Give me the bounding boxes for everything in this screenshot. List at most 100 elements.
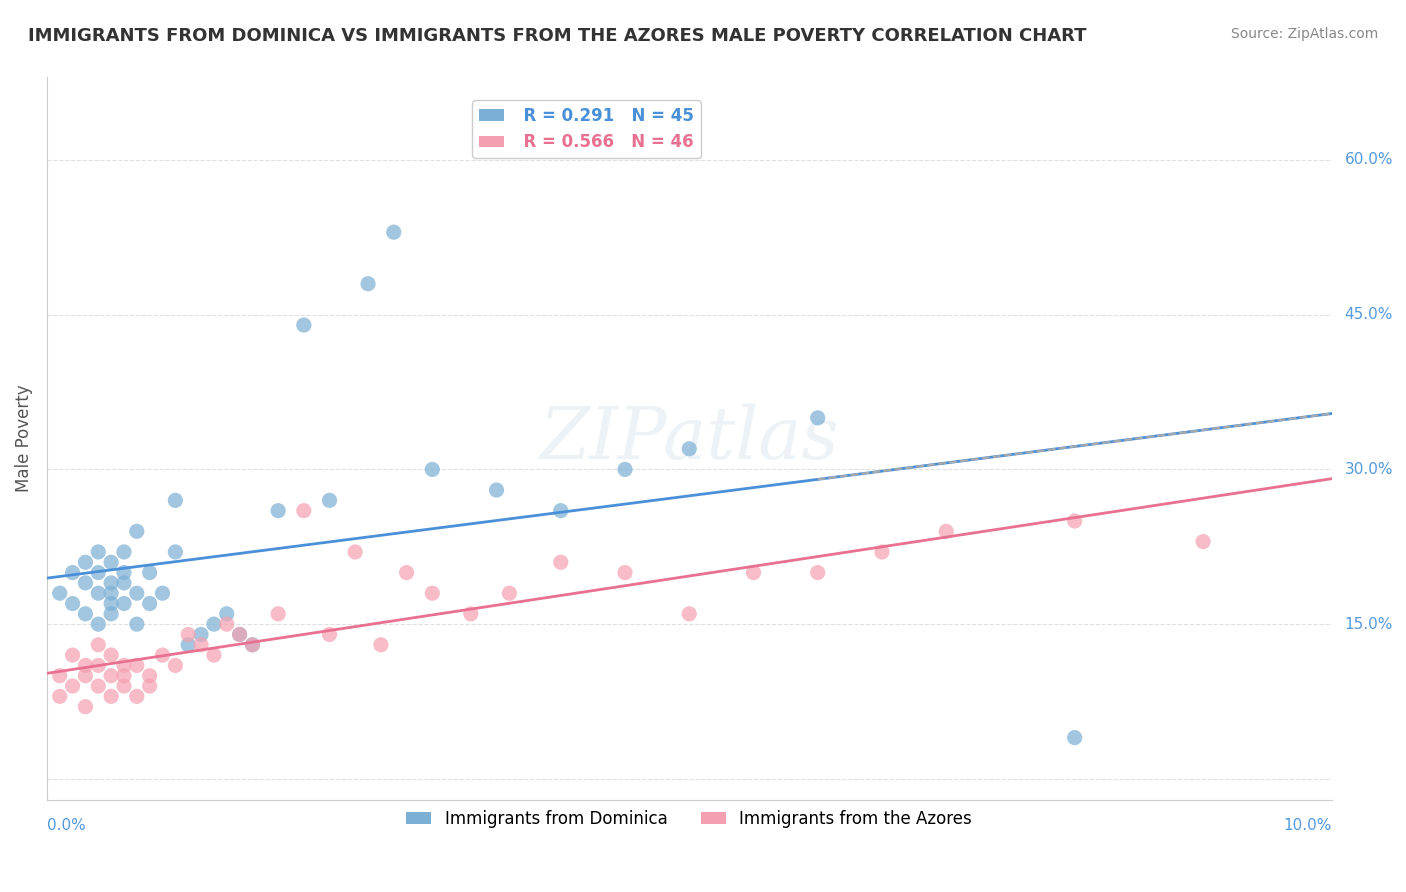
Point (125, 617, 148, 632)
Point (112, 566, 135, 580)
Text: 30.0%: 30.0% (1344, 462, 1393, 477)
Text: Source: ZipAtlas.com: Source: ZipAtlas.com (1230, 27, 1378, 41)
Point (1192, 534, 1215, 549)
Point (485, 483, 508, 497)
Point (1063, 731, 1085, 745)
Point (550, 555, 572, 569)
Point (87, 679, 110, 693)
Point (165, 493, 187, 508)
Point (100, 597, 122, 611)
Point (614, 462, 637, 476)
Point (125, 586, 148, 600)
Point (100, 648, 122, 662)
Point (48, 669, 70, 683)
Point (48, 690, 70, 704)
Point (177, 627, 200, 641)
Point (420, 462, 443, 476)
Point (125, 690, 148, 704)
Point (318, 627, 340, 641)
Point (870, 545, 893, 559)
Text: 0.0%: 0.0% (46, 818, 86, 833)
Point (138, 597, 160, 611)
Point (228, 627, 250, 641)
Text: 45.0%: 45.0% (1344, 307, 1393, 322)
Point (62, 566, 84, 580)
Point (87, 658, 110, 673)
Point (75, 607, 97, 621)
Point (935, 524, 957, 539)
Point (100, 690, 122, 704)
Point (318, 493, 340, 508)
Legend: Immigrants from Dominica, Immigrants from the Azores: Immigrants from Dominica, Immigrants fro… (399, 803, 979, 835)
Point (395, 566, 418, 580)
Point (370, 638, 392, 652)
Point (100, 607, 122, 621)
Point (228, 627, 250, 641)
Point (87, 586, 110, 600)
Point (498, 586, 520, 600)
Text: 60.0%: 60.0% (1344, 153, 1393, 168)
Point (87, 617, 110, 632)
Point (215, 617, 238, 632)
Point (382, 225, 405, 239)
Point (75, 699, 97, 714)
Point (242, 638, 264, 652)
Point (112, 658, 135, 673)
Point (550, 504, 572, 518)
Point (614, 566, 637, 580)
Point (202, 648, 225, 662)
Point (125, 658, 148, 673)
Point (62, 648, 84, 662)
Point (112, 575, 135, 590)
Point (807, 566, 830, 580)
Text: ZIPatlas: ZIPatlas (540, 403, 839, 474)
Point (100, 586, 122, 600)
Point (420, 586, 443, 600)
Point (152, 586, 174, 600)
Point (357, 277, 380, 291)
Point (742, 566, 765, 580)
Point (138, 679, 160, 693)
Point (292, 504, 315, 518)
Y-axis label: Male Poverty: Male Poverty (15, 384, 32, 492)
Point (1063, 514, 1085, 528)
Point (202, 617, 225, 632)
Point (112, 669, 135, 683)
Text: IMMIGRANTS FROM DOMINICA VS IMMIGRANTS FROM THE AZORES MALE POVERTY CORRELATION : IMMIGRANTS FROM DOMINICA VS IMMIGRANTS F… (28, 27, 1087, 45)
Point (75, 669, 97, 683)
Point (190, 627, 212, 641)
Point (48, 586, 70, 600)
Point (807, 410, 830, 425)
Point (165, 658, 187, 673)
Point (112, 679, 135, 693)
Point (87, 566, 110, 580)
Point (460, 607, 482, 621)
Point (100, 555, 122, 569)
Point (165, 545, 187, 559)
Text: 10.0%: 10.0% (1284, 818, 1331, 833)
Point (112, 597, 135, 611)
Point (292, 318, 315, 332)
Text: 15.0%: 15.0% (1344, 616, 1393, 632)
Point (177, 638, 200, 652)
Point (62, 679, 84, 693)
Point (112, 545, 135, 559)
Point (215, 607, 238, 621)
Point (138, 566, 160, 580)
Point (75, 658, 97, 673)
Point (678, 607, 700, 621)
Point (75, 555, 97, 569)
Point (152, 648, 174, 662)
Point (344, 545, 367, 559)
Point (125, 524, 148, 539)
Point (87, 545, 110, 559)
Point (138, 669, 160, 683)
Point (190, 638, 212, 652)
Point (75, 575, 97, 590)
Point (100, 575, 122, 590)
Point (87, 638, 110, 652)
Point (267, 607, 290, 621)
Point (678, 442, 700, 456)
Point (267, 504, 290, 518)
Point (100, 669, 122, 683)
